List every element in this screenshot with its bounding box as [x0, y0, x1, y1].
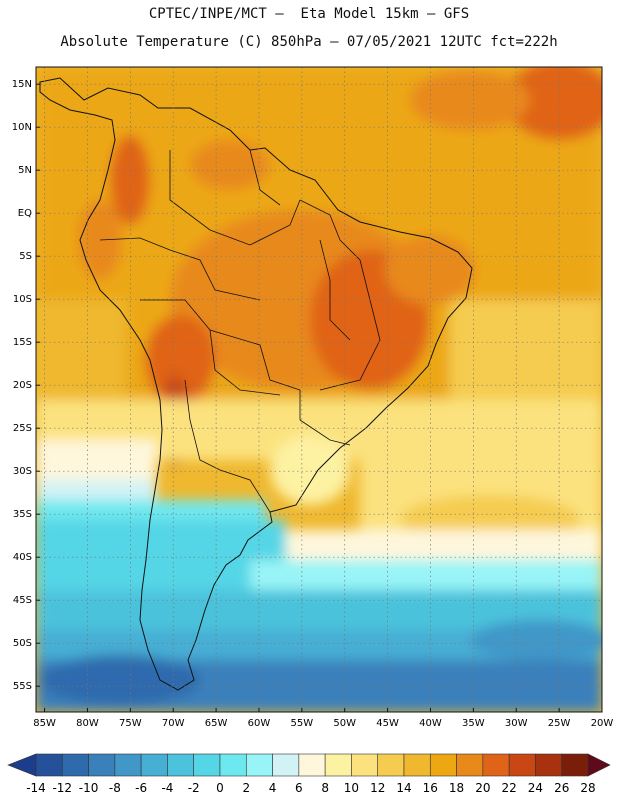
- legend-color-box: [403, 753, 431, 777]
- latitude-tick-label: 15N: [12, 79, 32, 90]
- legend-min-triangle: [7, 753, 37, 777]
- legend-tick-label: 24: [528, 781, 543, 795]
- longitude-tick-label: 25W: [548, 718, 571, 729]
- longitude-tick-label: 30W: [505, 718, 528, 729]
- legend-tick-label: 2: [242, 781, 250, 795]
- legend-tick-label: 20: [475, 781, 490, 795]
- longitude-tick-label: 20W: [591, 718, 614, 729]
- legend-color-box: [193, 753, 221, 777]
- longitude-tick-label: 45W: [376, 718, 399, 729]
- title-line-1: CPTEC/INPE/MCT – Eta Model 15km – GFS: [148, 6, 470, 22]
- legend-color-box: [535, 753, 563, 777]
- legend-color-box: [482, 753, 510, 777]
- legend-tick-label: 28: [580, 781, 595, 795]
- legend-color-box: [508, 753, 536, 777]
- legend-tick-label: -12: [52, 781, 72, 795]
- longitude-tick-label: 70W: [162, 718, 185, 729]
- latitude-tick-label: 20S: [13, 380, 32, 391]
- legend-tick-label: 14: [396, 781, 411, 795]
- country-borders: [99, 149, 381, 513]
- graticule: [36, 67, 603, 712]
- latitude-tick-label: 50S: [13, 638, 32, 649]
- legend-color-box: [298, 753, 326, 777]
- title-line-2: Absolute Temperature (C) 850hPa – 07/05/…: [60, 34, 558, 50]
- latitude-tick-label: 10N: [12, 122, 32, 133]
- legend-tick-label: -2: [188, 781, 200, 795]
- longitude-tick-label: 80W: [76, 718, 99, 729]
- longitude-tick-label: 55W: [291, 718, 314, 729]
- legend-tick-label: 4: [269, 781, 277, 795]
- legend-tick-label: -6: [135, 781, 147, 795]
- legend-tick-label: 6: [295, 781, 303, 795]
- map-frame: [35, 66, 603, 713]
- legend-color-box: [114, 753, 142, 777]
- legend-tick-label: -4: [161, 781, 173, 795]
- legend-max-triangle: [587, 753, 611, 777]
- longitude-tick-label: 65W: [205, 718, 228, 729]
- temperature-map: 15N 10N 5N EQ 5S 10S 15S 20S 25S 30S 35S 40S 45S 50S 5…: [12, 66, 613, 729]
- legend-tick-label: 0: [216, 781, 224, 795]
- legend-color-box: [245, 753, 273, 777]
- legend-color-box: [351, 753, 379, 777]
- latitude-tick-label: 40S: [13, 552, 32, 563]
- temperature-field: [36, 67, 602, 712]
- legend-color-box: [456, 753, 484, 777]
- longitude-tick-label: 40W: [419, 718, 442, 729]
- latitude-tick-label: 15S: [13, 337, 32, 348]
- legend-color-box: [88, 753, 116, 777]
- legend-tick-label: -10: [79, 781, 99, 795]
- legend-color-box: [377, 753, 405, 777]
- latitude-tick-label: 5S: [19, 251, 32, 262]
- latitude-tick-label: EQ: [18, 208, 32, 219]
- latitude-tick-label: 25S: [13, 423, 32, 434]
- legend-tick-label: 16: [423, 781, 438, 795]
- legend-tick-label: 18: [449, 781, 464, 795]
- legend-color-box: [140, 753, 168, 777]
- latitude-tick-label: 30S: [13, 466, 32, 477]
- legend-tick-label: 8: [321, 781, 329, 795]
- legend-color-box: [429, 753, 457, 777]
- legend-tick-label: 12: [370, 781, 385, 795]
- longitude-labels: 85W 80W 75W 70W 65W 60W 55W 50W 45W 40W 35W 30W 25W 2…: [33, 718, 613, 729]
- legend-color-box: [272, 753, 300, 777]
- longitude-tick-label: 75W: [119, 718, 142, 729]
- latitude-labels: 15N 10N 5N EQ 5S 10S 15S 20S 25S 30S 35S 40S 45S 50S 5…: [12, 79, 32, 692]
- legend-color-box: [219, 753, 247, 777]
- legend-tick-label: 26: [554, 781, 569, 795]
- legend-tick-label: 22: [502, 781, 517, 795]
- longitude-tick-label: 60W: [248, 718, 271, 729]
- legend-color-box: [61, 753, 89, 777]
- longitude-tick-label: 85W: [33, 718, 56, 729]
- latitude-tick-label: 10S: [13, 294, 32, 305]
- south-america-outline: [39, 77, 473, 691]
- longitude-tick-label: 35W: [462, 718, 485, 729]
- latitude-tick-label: 45S: [13, 595, 32, 606]
- legend-color-box: [324, 753, 352, 777]
- legend-tick-label: 10: [344, 781, 359, 795]
- longitude-tick-label: 50W: [333, 718, 356, 729]
- latitude-tick-label: 5N: [18, 165, 32, 176]
- color-legend: -14 -12 -10 -8 -6 -4 -2 0 2 4 6 8 10 12 14 16 18 20 22 24 26…: [7, 753, 611, 795]
- latitude-tick-label: 35S: [13, 509, 32, 520]
- legend-color-box: [35, 753, 63, 777]
- legend-color-box: [167, 753, 195, 777]
- legend-tick-label: -8: [109, 781, 121, 795]
- legend-color-box: [561, 753, 589, 777]
- latitude-tick-label: 55S: [13, 681, 32, 692]
- legend-tick-label: -14: [26, 781, 46, 795]
